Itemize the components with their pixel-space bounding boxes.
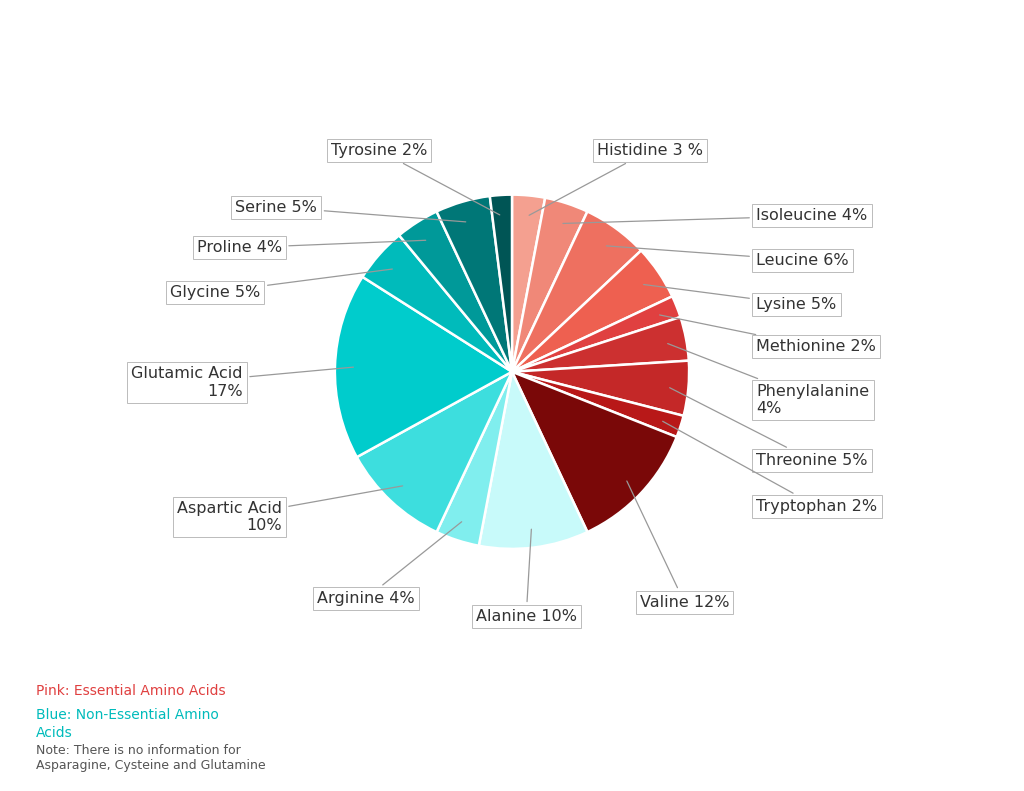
Text: Lysine 5%: Lysine 5% [644, 285, 837, 312]
Text: Serine 5%: Serine 5% [236, 199, 466, 221]
Wedge shape [436, 196, 512, 372]
Text: Phenylalanine
4%: Phenylalanine 4% [668, 343, 869, 416]
Text: Asparagine, Cysteine and Glutamine: Asparagine, Cysteine and Glutamine [36, 759, 265, 772]
Text: Acids: Acids [36, 726, 73, 740]
Text: Isoleucine 4%: Isoleucine 4% [563, 208, 867, 223]
Text: Methionine 2%: Methionine 2% [659, 315, 877, 354]
Wedge shape [512, 211, 641, 372]
Text: Arginine 4%: Arginine 4% [317, 522, 462, 606]
Wedge shape [356, 372, 512, 532]
Wedge shape [512, 195, 545, 372]
Text: Glycine 5%: Glycine 5% [170, 269, 392, 300]
Text: Aspartic Acid
10%: Aspartic Acid 10% [177, 486, 402, 533]
Wedge shape [512, 251, 673, 372]
Wedge shape [512, 198, 588, 372]
Wedge shape [335, 277, 512, 457]
Wedge shape [512, 372, 677, 532]
Wedge shape [512, 361, 689, 416]
Text: Pink: Essential Amino Acids: Pink: Essential Amino Acids [36, 684, 225, 698]
Text: Valine 12%: Valine 12% [627, 481, 729, 610]
Text: Threonine 5%: Threonine 5% [670, 388, 868, 467]
Wedge shape [512, 372, 684, 437]
Text: Leucine 6%: Leucine 6% [606, 246, 849, 267]
Wedge shape [512, 317, 689, 372]
Text: Tryptophan 2%: Tryptophan 2% [663, 422, 878, 514]
Text: Alanine 10%: Alanine 10% [476, 529, 577, 623]
Text: Blue: Non-Essential Amino: Blue: Non-Essential Amino [36, 708, 219, 722]
Wedge shape [399, 211, 512, 372]
Text: Histidine 3 %: Histidine 3 % [529, 143, 703, 215]
Text: Glutamic Acid
17%: Glutamic Acid 17% [131, 366, 353, 399]
Text: Tyrosine 2%: Tyrosine 2% [331, 143, 500, 215]
Text: Note: There is no information for: Note: There is no information for [36, 744, 241, 756]
Text: Proline 4%: Proline 4% [197, 240, 426, 255]
Wedge shape [479, 372, 588, 549]
Wedge shape [512, 297, 681, 372]
Wedge shape [489, 195, 512, 372]
Wedge shape [436, 372, 512, 546]
Wedge shape [362, 235, 512, 372]
